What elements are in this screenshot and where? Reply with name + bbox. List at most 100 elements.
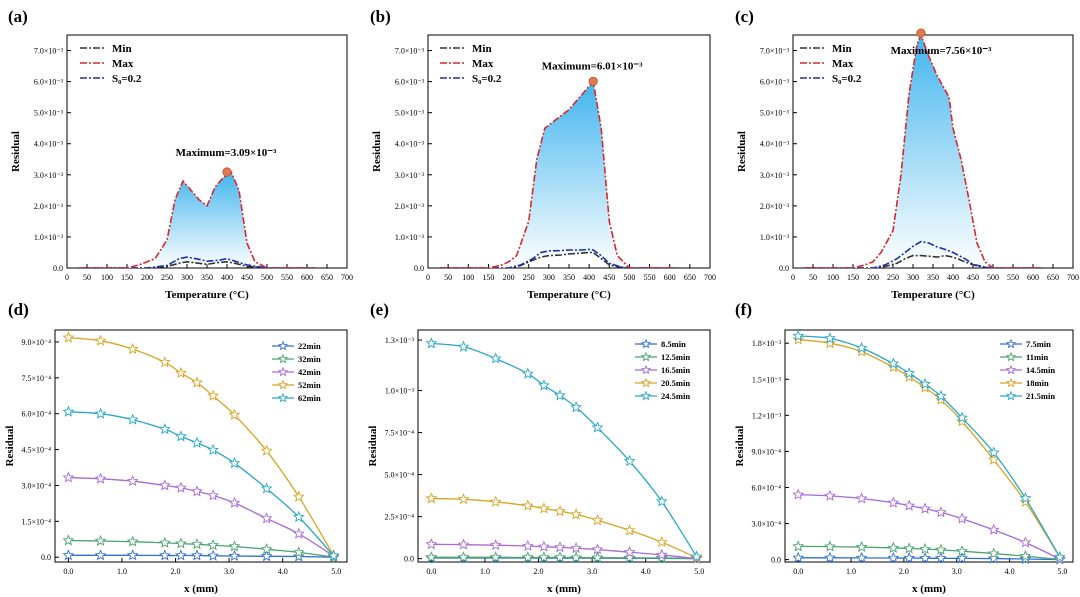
x-tick-label: 2.0	[899, 567, 909, 576]
x-tick-label: 3.0	[587, 567, 597, 576]
data-point-star	[522, 551, 534, 563]
data-point-star	[987, 552, 1000, 564]
x-tick-label: 650	[684, 273, 696, 282]
legend: Min Max S₀=0.2	[800, 43, 862, 85]
panel-label-c: (c)	[735, 7, 754, 26]
data-point-star	[159, 479, 171, 491]
data-point-star	[987, 446, 1000, 458]
data-point-star	[126, 342, 139, 355]
data-point-star	[521, 367, 534, 379]
series-line-4	[68, 411, 335, 557]
legend-label-0: Min	[112, 43, 132, 55]
legend: 22min 32min 42min 52min 62min	[272, 340, 321, 403]
legend-label-0: 8.5min	[661, 339, 686, 349]
x-tick-label: 400	[583, 273, 595, 282]
data-point-star	[126, 413, 139, 425]
legend-label-1: 32min	[298, 354, 321, 364]
legend-label-4: 21.5min	[1026, 391, 1055, 401]
y-axis-label: Residual	[371, 131, 383, 172]
data-point-star	[792, 333, 805, 345]
plot-area	[425, 337, 703, 564]
data-point-star	[887, 357, 900, 369]
y-tick-label: 2.0×10⁻³	[395, 202, 425, 211]
series-line-1	[79, 170, 315, 268]
y-tick-label: 0.0	[414, 264, 424, 273]
y-axis: 0.0 2.5×10⁻⁴ 5.0×10⁻⁴ 7.5×10⁻⁴ 1.0×10⁻³ 1.3×1…	[384, 336, 422, 564]
x-tick-label: 400	[221, 273, 233, 282]
x-axis-label: Temperature (°C)	[165, 289, 249, 301]
data-point-star	[1019, 492, 1032, 504]
legend-star-2	[277, 366, 289, 377]
data-point-star	[457, 538, 470, 550]
series-2	[792, 488, 1066, 564]
data-point-star	[158, 356, 171, 368]
series-line-4	[798, 335, 1061, 558]
data-point-star	[570, 542, 582, 554]
x-tick-label: 700	[341, 273, 353, 282]
legend-star-2	[640, 364, 652, 375]
legend-label-3: 18min	[1026, 378, 1049, 388]
peak-annotation: Maximum=7.56×10⁻³	[891, 45, 992, 57]
data-point-star	[903, 499, 916, 511]
x-tick-label: 3.0	[952, 567, 962, 576]
data-point-star	[457, 493, 470, 505]
data-point-star	[903, 542, 916, 554]
y-tick-label: 9.0×10⁻⁴	[751, 447, 781, 456]
data-point-star	[956, 415, 968, 427]
x-tick-label: 5.0	[694, 567, 704, 576]
data-point-star	[292, 546, 305, 558]
plot-area	[440, 79, 678, 268]
series-line-0	[440, 251, 678, 268]
series-4	[792, 329, 1066, 563]
y-tick-label: 0.0	[53, 264, 63, 273]
legend-label-1: Max	[832, 58, 854, 70]
data-point-star	[919, 502, 931, 514]
series-line-3	[798, 338, 1061, 558]
data-point-star	[919, 542, 931, 555]
y-axis: 0.0 1.0×10⁻³ 2.0×10⁻³ 3.0×10⁻³ 4.0×10⁻³ 5.0×1…	[760, 47, 797, 273]
panel-e: 0.0 1.0 2.0 3.0 4.0 5.0 0.0 2.5×10⁻⁴ 5.0×10⁻⁴ 7.5…	[367, 329, 711, 595]
x-tick-label: 250	[161, 273, 173, 282]
legend-label-2: S₀=0.2	[472, 73, 502, 85]
residual-band-fill	[440, 81, 678, 268]
plot-area	[62, 331, 340, 563]
data-point-star	[94, 407, 107, 419]
y-tick-label: 5.0×10⁻³	[760, 109, 790, 118]
legend-label-2: S₀=0.2	[832, 73, 862, 85]
data-point-star	[94, 534, 107, 546]
data-point-star	[538, 540, 550, 552]
panel-label-a: (a)	[8, 7, 28, 26]
data-point-star	[956, 552, 968, 564]
x-tick-label: 0.0	[63, 567, 73, 576]
data-point-star	[94, 549, 107, 561]
data-point-star	[623, 546, 636, 558]
legend-label-3: 52min	[298, 380, 321, 390]
x-tick-label: 200	[503, 273, 515, 282]
x-axis-label: x (mm)	[547, 583, 581, 595]
x-tick-label: 150	[482, 273, 494, 282]
legend-star-1	[1005, 351, 1017, 362]
legend-star-2	[1005, 364, 1017, 375]
x-tick-label: 4.0	[1005, 567, 1015, 576]
data-point-star	[292, 490, 305, 502]
legend-label-0: Min	[832, 43, 852, 55]
legend-label-4: 24.5min	[661, 391, 690, 401]
series-4	[62, 405, 340, 561]
series-3	[62, 331, 340, 561]
y-tick-label: 5.0×10⁻³	[34, 109, 64, 118]
data-point-star	[570, 401, 582, 413]
data-point-star	[538, 502, 550, 514]
y-tick-label: 1.5×10⁻⁴	[21, 517, 51, 526]
peak-annotation: Maximum=6.01×10⁻³	[542, 60, 643, 72]
y-tick-label: 5.0×10⁻⁴	[384, 471, 414, 480]
x-tick-label: 200	[867, 273, 879, 282]
data-point-star	[934, 393, 947, 405]
data-point-star	[94, 472, 107, 484]
panel-label-b: (b)	[370, 7, 391, 26]
legend-star-1	[277, 353, 289, 364]
data-point-star	[538, 379, 550, 391]
y-tick-label: 3.0×10⁻³	[395, 171, 425, 180]
panel-d: 0.0 1.0 2.0 3.0 4.0 5.0 0.0 1.5×10⁻⁴ 3.0×10⁻⁴ 4.5…	[4, 329, 348, 595]
data-point-star	[425, 538, 438, 550]
data-point-star	[1053, 551, 1066, 563]
